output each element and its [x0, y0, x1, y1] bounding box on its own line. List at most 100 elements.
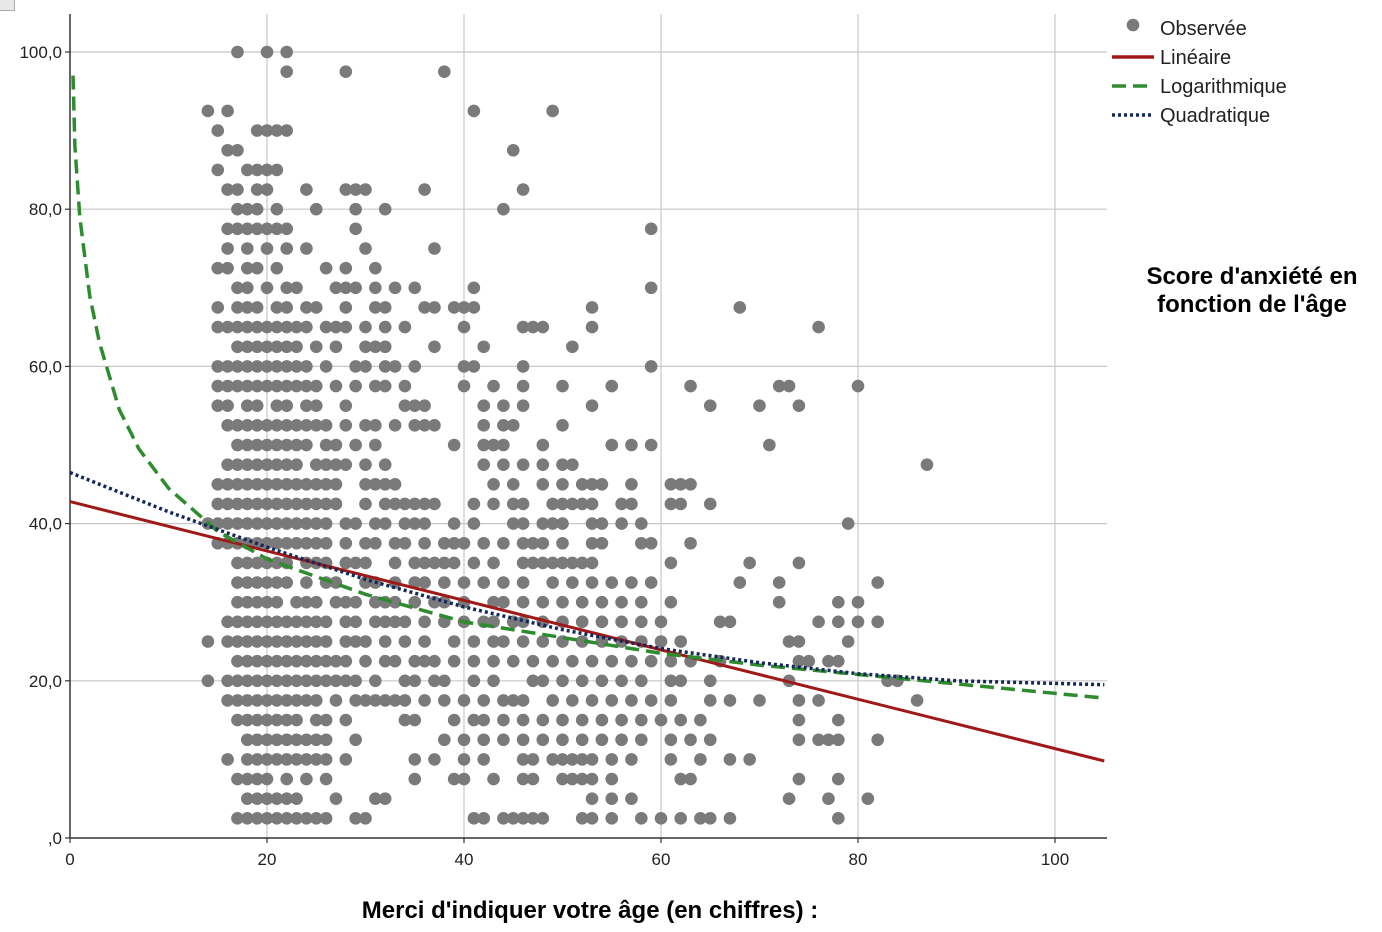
observed-point	[221, 360, 234, 373]
observed-point	[359, 242, 372, 255]
observed-point	[231, 713, 244, 727]
observed-point	[694, 713, 707, 727]
observed-point	[319, 517, 333, 530]
observed-point	[516, 556, 530, 570]
observed-point	[477, 399, 491, 413]
observed-point	[516, 772, 530, 786]
observed-point	[772, 595, 786, 609]
observed-point	[447, 536, 461, 550]
observed-point	[388, 419, 402, 432]
observed-point	[250, 576, 264, 589]
observed-point	[280, 517, 294, 530]
observed-point	[585, 556, 599, 570]
observed-point	[595, 478, 609, 491]
observed-point	[290, 635, 303, 648]
observed-point	[260, 360, 274, 373]
observed-point	[605, 753, 619, 766]
observed-point	[290, 458, 303, 471]
observed-point	[408, 576, 422, 589]
x-axis-title: Merci d'indiquer votre âge (en chiffres)…	[362, 897, 818, 924]
observed-point	[359, 812, 372, 825]
observed-point	[280, 674, 294, 688]
observed-point	[260, 536, 274, 550]
observed-point	[625, 438, 638, 452]
observed-point	[221, 379, 234, 393]
observed-point	[231, 458, 244, 471]
observed-point	[585, 497, 599, 511]
observed-point	[300, 517, 313, 530]
observed-point	[300, 733, 313, 747]
observed-point	[280, 222, 294, 236]
observed-point	[792, 713, 806, 727]
observed-point	[635, 536, 648, 550]
observed-point	[359, 694, 372, 707]
observed-point	[250, 753, 264, 766]
observed-point	[300, 301, 313, 314]
observed-point	[467, 301, 481, 314]
observed-point	[309, 536, 323, 550]
observed-point	[250, 674, 264, 688]
observed-point	[378, 340, 392, 354]
observed-point	[300, 674, 313, 688]
observed-point	[398, 674, 412, 688]
observed-point	[359, 536, 372, 550]
observed-point	[635, 812, 648, 825]
observed-point	[290, 320, 303, 334]
observed-point	[457, 772, 471, 786]
observed-point	[398, 536, 412, 550]
observed-point	[556, 478, 569, 491]
observed-point	[418, 576, 431, 589]
observed-point	[359, 458, 372, 471]
observed-point	[319, 733, 333, 747]
observed-point	[585, 478, 599, 491]
observed-point	[605, 576, 619, 589]
observed-point	[408, 497, 422, 511]
observed-point	[309, 301, 323, 314]
observed-point	[349, 635, 362, 648]
observed-point	[418, 301, 431, 314]
observed-point	[792, 694, 806, 707]
observed-point	[270, 163, 284, 177]
observed-point	[595, 615, 609, 629]
observed-point	[250, 261, 264, 275]
observed-point	[595, 517, 609, 530]
observed-point	[585, 772, 599, 786]
observed-point	[290, 674, 303, 688]
observed-point	[556, 713, 569, 727]
observed-point	[231, 45, 244, 59]
observed-point	[871, 576, 884, 589]
observed-point	[536, 674, 550, 688]
observed-point	[231, 320, 244, 334]
observed-point	[280, 45, 294, 59]
observed-point	[851, 595, 865, 609]
observed-point	[792, 654, 806, 668]
observed-point	[487, 635, 500, 648]
observed-point	[349, 360, 362, 373]
observed-point	[575, 595, 589, 609]
observed-point	[861, 792, 875, 805]
observed-point	[280, 458, 294, 471]
observed-point	[319, 753, 333, 766]
observed-point	[231, 281, 244, 295]
observed-point	[309, 733, 323, 747]
observed-point	[536, 635, 550, 648]
observed-point	[260, 654, 274, 668]
observed-point	[349, 281, 362, 295]
observed-point	[378, 694, 392, 707]
observed-point	[477, 576, 491, 589]
observed-point	[654, 635, 668, 648]
legend-label: Observée	[1160, 18, 1247, 40]
observed-point	[231, 674, 244, 688]
observed-point	[753, 399, 766, 413]
observed-point	[398, 615, 412, 629]
observed-point	[506, 419, 520, 432]
observed-point	[516, 713, 530, 727]
observed-point	[319, 438, 333, 452]
observed-point	[319, 497, 333, 511]
observed-point	[536, 595, 550, 609]
observed-point	[654, 615, 668, 629]
observed-point	[575, 497, 589, 511]
observed-point	[260, 281, 274, 295]
